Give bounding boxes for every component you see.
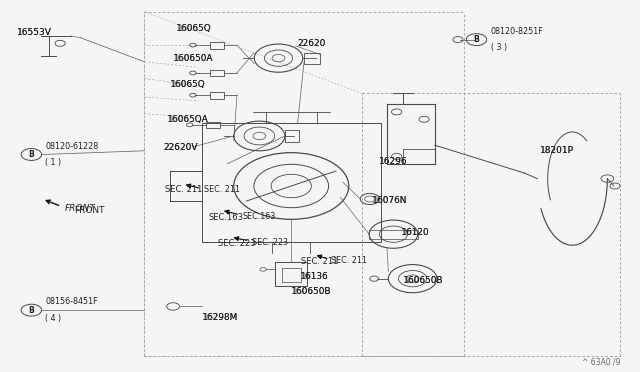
Text: 16065QA: 16065QA — [167, 115, 209, 124]
Text: 16296: 16296 — [379, 157, 408, 166]
Bar — [209, 92, 223, 99]
Text: 18201P: 18201P — [540, 146, 574, 155]
Bar — [209, 70, 223, 76]
Bar — [285, 131, 299, 141]
Text: SEC.163: SEC.163 — [208, 213, 243, 222]
Text: SEC. 211: SEC. 211 — [301, 257, 338, 266]
Text: 16120: 16120 — [401, 228, 429, 237]
Text: 160650B: 160650B — [291, 287, 332, 296]
Bar — [369, 230, 418, 238]
Text: 16065QA: 16065QA — [167, 115, 207, 124]
Text: 22620: 22620 — [298, 39, 326, 48]
Text: 16076N: 16076N — [372, 196, 408, 205]
Text: ( 3 ): ( 3 ) — [490, 43, 507, 52]
Text: 160650A: 160650A — [173, 54, 214, 62]
Text: 22620V: 22620V — [164, 142, 198, 151]
Text: SEC. 211: SEC. 211 — [332, 256, 367, 265]
Text: 160650B: 160650B — [291, 287, 331, 296]
Text: SEC.163: SEC.163 — [242, 212, 275, 221]
Text: 16136: 16136 — [300, 272, 328, 281]
Bar — [209, 42, 223, 48]
Text: 16065Q: 16065Q — [170, 80, 205, 89]
Text: 16553V: 16553V — [17, 28, 52, 37]
Text: 160650B: 160650B — [403, 276, 444, 285]
Text: 16065Q: 16065Q — [170, 80, 205, 89]
Text: 16076N: 16076N — [372, 196, 406, 205]
Text: 16553V: 16553V — [17, 28, 52, 37]
Text: 22620: 22620 — [298, 39, 326, 48]
Bar — [282, 267, 301, 282]
Bar — [275, 262, 307, 286]
Text: ^ 63A0 /9: ^ 63A0 /9 — [582, 357, 620, 366]
Text: 08120-61228: 08120-61228 — [45, 142, 99, 151]
Text: B: B — [28, 306, 34, 315]
Text: 16120: 16120 — [401, 228, 429, 237]
Text: FRONT: FRONT — [65, 204, 95, 213]
Bar — [304, 52, 320, 64]
Text: 22620V: 22620V — [164, 142, 198, 151]
Text: 16065Q: 16065Q — [176, 24, 212, 33]
Text: 08156-8451F: 08156-8451F — [45, 298, 98, 307]
Text: SEC. 223: SEC. 223 — [218, 239, 255, 248]
Text: ( 4 ): ( 4 ) — [45, 314, 61, 323]
Text: B: B — [474, 35, 479, 44]
Text: 08120-8251F: 08120-8251F — [490, 27, 543, 36]
Text: SEC. 223: SEC. 223 — [252, 238, 287, 247]
Text: 16065Q: 16065Q — [176, 24, 211, 33]
Text: 160650A: 160650A — [173, 54, 212, 62]
Text: B: B — [28, 150, 34, 159]
Text: SEC. 211: SEC. 211 — [204, 185, 239, 194]
Text: 16296: 16296 — [379, 157, 408, 166]
Text: 160650B: 160650B — [403, 276, 442, 285]
Text: SEC. 211: SEC. 211 — [166, 185, 203, 194]
Text: 16298M: 16298M — [202, 313, 238, 322]
Text: ( 1 ): ( 1 ) — [45, 158, 61, 167]
Text: 16136: 16136 — [300, 272, 327, 281]
Text: 16298M: 16298M — [202, 313, 237, 322]
Text: FRONT: FRONT — [74, 206, 104, 215]
Bar — [206, 122, 220, 128]
Text: 18201P: 18201P — [540, 146, 574, 155]
